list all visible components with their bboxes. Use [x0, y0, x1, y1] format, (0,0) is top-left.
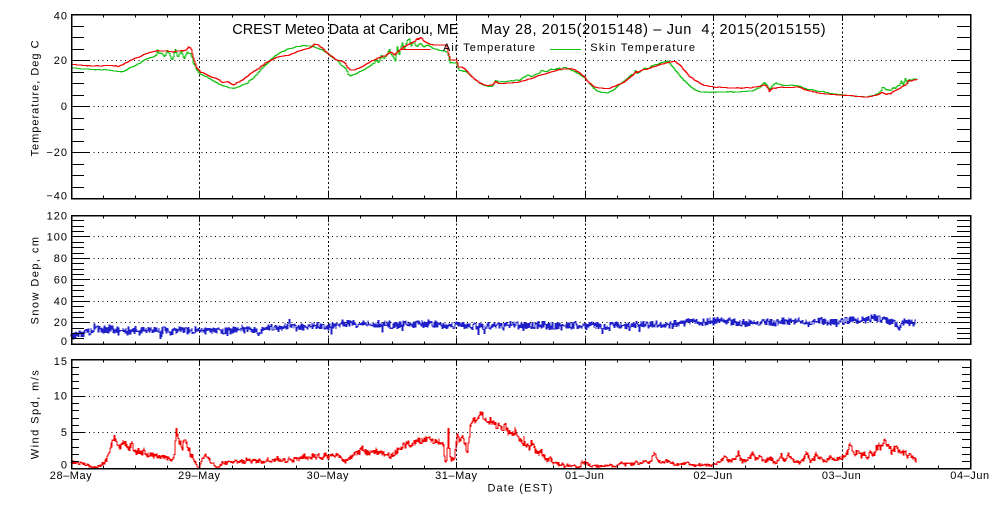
svg-text:100: 100 — [47, 231, 68, 243]
svg-text:CREST Meteo Data at Caribou, M: CREST Meteo Data at Caribou, ME — [232, 22, 459, 38]
svg-text:Snow Dep, cm: Snow Dep, cm — [30, 236, 42, 325]
svg-text:28–May: 28–May — [50, 470, 92, 482]
svg-text:04–Jun: 04–Jun — [950, 470, 989, 482]
svg-text:80: 80 — [54, 253, 68, 265]
svg-text:60: 60 — [54, 274, 68, 286]
svg-text:01–Jun: 01–Jun — [565, 470, 604, 482]
svg-text:Skin Temperature: Skin Temperature — [590, 42, 696, 54]
svg-text:29–May: 29–May — [178, 470, 220, 482]
svg-text:Air Temperature: Air Temperature — [443, 42, 536, 54]
svg-text:5: 5 — [61, 427, 68, 439]
svg-text:20: 20 — [54, 55, 68, 67]
svg-text:40: 40 — [54, 10, 68, 22]
svg-text:10: 10 — [54, 391, 68, 403]
svg-text:May 28, 2015(2015148) – Jun 4: May 28, 2015(2015148) – Jun 4, 2015(2015… — [481, 22, 826, 38]
svg-text:−20: −20 — [46, 147, 68, 159]
svg-text:0: 0 — [61, 459, 68, 471]
svg-text:40: 40 — [54, 296, 68, 308]
svg-text:−40: −40 — [46, 190, 68, 202]
svg-text:15: 15 — [54, 356, 68, 368]
svg-text:Date (EST): Date (EST) — [487, 483, 553, 495]
svg-text:120: 120 — [47, 211, 68, 223]
svg-text:0: 0 — [61, 336, 68, 348]
svg-text:20: 20 — [54, 317, 68, 329]
svg-text:31–May: 31–May — [435, 470, 477, 482]
svg-text:03–Jun: 03–Jun — [822, 470, 861, 482]
svg-text:Temperature, Deg C: Temperature, Deg C — [30, 39, 42, 156]
svg-text:30–May: 30–May — [307, 470, 349, 482]
svg-text:Wind Spd, m/s: Wind Spd, m/s — [30, 369, 42, 459]
svg-text:02–Jun: 02–Jun — [693, 470, 732, 482]
svg-text:0: 0 — [61, 101, 68, 113]
